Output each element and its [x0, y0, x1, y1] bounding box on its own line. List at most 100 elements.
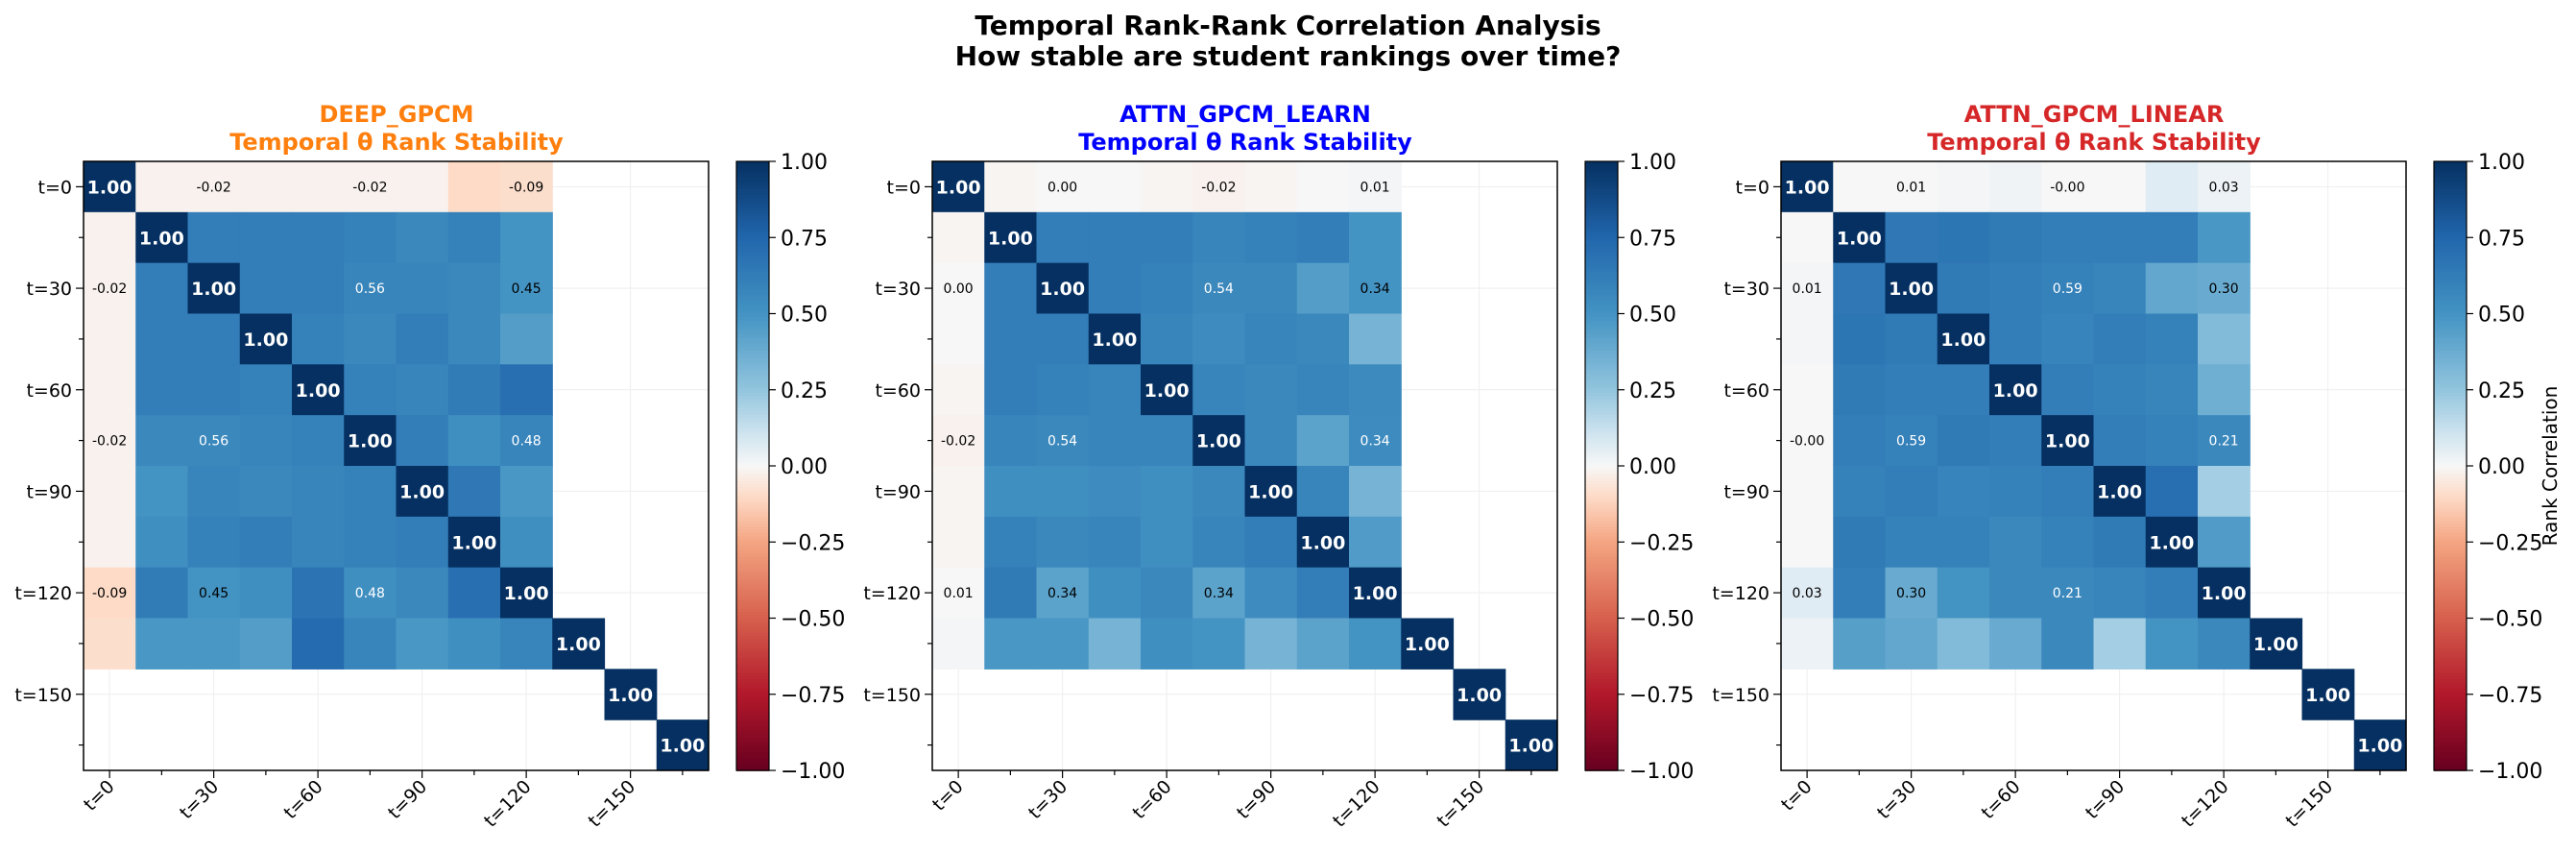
heatmap-cell — [1833, 313, 1887, 365]
colorbar-segment — [2434, 597, 2467, 601]
colorbar-segment — [736, 505, 769, 510]
colorbar-segment — [1585, 180, 1618, 183]
heatmap-cell — [1192, 364, 1246, 416]
colorbar-segment — [1585, 755, 1618, 760]
heatmap-cell — [2250, 618, 2303, 670]
x-tick-label: t=120 — [1329, 776, 1384, 832]
heatmap-cell — [135, 516, 189, 569]
colorbar-segment — [1585, 209, 1618, 214]
colorbar-segment — [736, 691, 769, 695]
colorbar-segment — [736, 331, 769, 336]
heatmap-cell — [2145, 466, 2199, 518]
colorbar-segment — [2434, 310, 2467, 315]
cell-value-label: -0.02 — [352, 180, 387, 195]
colorbar-segment — [736, 378, 769, 382]
heatmap-cell — [1192, 262, 1246, 315]
colorbar-segment — [2434, 733, 2467, 738]
colorbar-tick-label: 0.50 — [2478, 304, 2525, 328]
colorbar-segment — [2434, 161, 2467, 165]
colorbar-segment — [2434, 581, 2467, 586]
colorbar-segment — [736, 261, 769, 266]
colorbar-segment — [736, 264, 769, 269]
colorbar-segment — [736, 648, 769, 653]
colorbar-segment — [736, 362, 769, 367]
y-tick-label: t=0 — [887, 177, 921, 198]
heatmap-cell — [1349, 161, 1402, 213]
heatmap-cell — [1244, 415, 1298, 467]
colorbar-segment — [736, 761, 769, 766]
colorbar-segment — [736, 521, 769, 525]
colorbar-segment — [2434, 295, 2467, 300]
colorbar-segment — [1585, 670, 1618, 674]
colorbar-segment — [1585, 264, 1618, 269]
colorbar-segment — [736, 316, 769, 321]
colorbar-segment — [736, 496, 769, 500]
colorbar-segment — [1585, 261, 1618, 266]
cell-value-label: -0.02 — [92, 281, 127, 297]
colorbar-segment — [1585, 183, 1618, 187]
heatmap-cell — [1989, 516, 2042, 569]
colorbar-segment — [1585, 545, 1618, 549]
heatmap-cell — [1088, 161, 1142, 213]
colorbar-segment — [736, 256, 769, 260]
heatmap-cell — [2145, 618, 2199, 670]
heatmap-cell — [187, 618, 241, 670]
heatmap-cell — [1244, 516, 1298, 569]
colorbar-segment — [2434, 222, 2467, 227]
colorbar-segment — [736, 633, 769, 638]
heatmap-cell — [344, 567, 397, 620]
cell-value-label: 1.00 — [139, 228, 184, 249]
colorbar-segment — [1585, 672, 1618, 677]
colorbar-segment — [2434, 517, 2467, 522]
colorbar-segment — [1585, 743, 1618, 747]
colorbar-segment — [2434, 313, 2467, 318]
colorbar-segment — [2434, 700, 2467, 705]
colorbar-segment — [736, 410, 769, 415]
colorbar-segment — [736, 511, 769, 516]
colorbar-segment — [736, 682, 769, 687]
colorbar-segment — [1585, 350, 1618, 354]
colorbar-segment — [1585, 258, 1618, 263]
colorbar-segment — [1585, 535, 1618, 540]
colorbar-segment — [736, 216, 769, 221]
colorbar-segment — [2434, 264, 2467, 269]
colorbar-segment — [2434, 407, 2467, 412]
colorbar-segment — [2434, 480, 2467, 485]
colorbar-tick-label: 0.50 — [1629, 304, 1676, 328]
colorbar-segment — [1585, 167, 1618, 172]
colorbar-segment — [2434, 298, 2467, 303]
colorbar-segment — [736, 347, 769, 352]
colorbar-segment — [1585, 553, 1618, 558]
heatmap-cell — [1505, 719, 1558, 771]
colorbar-segment — [736, 529, 769, 534]
colorbar-segment — [736, 618, 769, 622]
cell-value-label: 0.01 — [1793, 281, 1822, 297]
colorbar-segment — [1585, 751, 1618, 756]
colorbar-segment — [736, 557, 769, 562]
colorbar-segment — [1585, 407, 1618, 412]
heatmap-cell — [2198, 516, 2251, 569]
x-tick-label: t=60 — [1128, 776, 1175, 823]
colorbar-segment — [736, 337, 769, 342]
colorbar-segment — [1585, 745, 1618, 750]
colorbar-segment — [1585, 231, 1618, 235]
cell-value-label: 1.00 — [296, 380, 341, 402]
colorbar-tick-label: 1.00 — [1629, 151, 1676, 175]
colorbar-segment — [1585, 383, 1618, 388]
heatmap-cell — [1141, 262, 1193, 315]
cell-value-label: 1.00 — [1508, 736, 1553, 757]
colorbar-segment — [1585, 304, 1618, 308]
cell-value-label: 0.45 — [199, 586, 229, 601]
colorbar-segment — [2434, 285, 2467, 290]
colorbar-segment — [2434, 557, 2467, 562]
colorbar-segment — [2434, 164, 2467, 169]
colorbar-segment — [2434, 234, 2467, 239]
colorbar-segment — [2434, 587, 2467, 592]
heatmap-cell — [84, 313, 136, 365]
colorbar-segment — [1585, 682, 1618, 687]
cell-value-label: 1.00 — [243, 329, 288, 351]
colorbar-segment — [2434, 724, 2467, 729]
colorbar-segment — [736, 368, 769, 373]
heatmap-cell — [1937, 567, 1990, 620]
colorbar-tick-label: −0.25 — [781, 531, 845, 555]
